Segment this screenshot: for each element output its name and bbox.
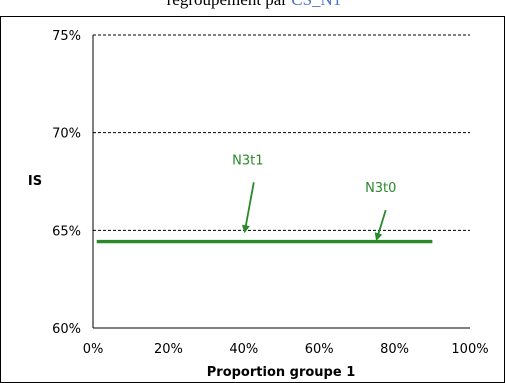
x-tick-label: 40%: [229, 342, 258, 357]
chart-title-code: CS_N1: [291, 0, 341, 9]
chart-title-prefix: regroupement par: [167, 0, 292, 9]
y-tick-labels: 60% 65% 70% 75%: [52, 29, 81, 337]
y-axis-label: IS: [28, 174, 42, 189]
gridlines: [93, 34, 470, 231]
x-tick-labels: 0% 20% 40% 60% 80% 100%: [83, 342, 489, 357]
chart-title: regroupement par CS_N1: [167, 0, 342, 9]
chart-border: [0, 16, 505, 383]
series-lines: [96, 239, 433, 244]
y-tick-label: 75%: [52, 29, 81, 44]
x-tick-label: 60%: [305, 342, 334, 357]
x-tick-label: 20%: [154, 342, 183, 357]
x-tick-label: 0%: [83, 342, 104, 357]
annotation-label: N3t1: [232, 153, 263, 168]
annotation-arrow: [374, 209, 387, 242]
annotation-label: N3t0: [365, 181, 396, 196]
x-tick-label: 100%: [451, 342, 488, 357]
axes: [92, 35, 470, 329]
annotation-arrow: [241, 182, 255, 234]
x-tick-label: 80%: [380, 342, 409, 357]
annotations: N3t1 N3t0: [232, 153, 396, 242]
x-axis-label: Proportion groupe 1: [207, 365, 356, 380]
y-tick-label: 70%: [52, 127, 81, 142]
y-tick-label: 65%: [52, 224, 81, 239]
y-tick-label: 60%: [52, 322, 81, 337]
